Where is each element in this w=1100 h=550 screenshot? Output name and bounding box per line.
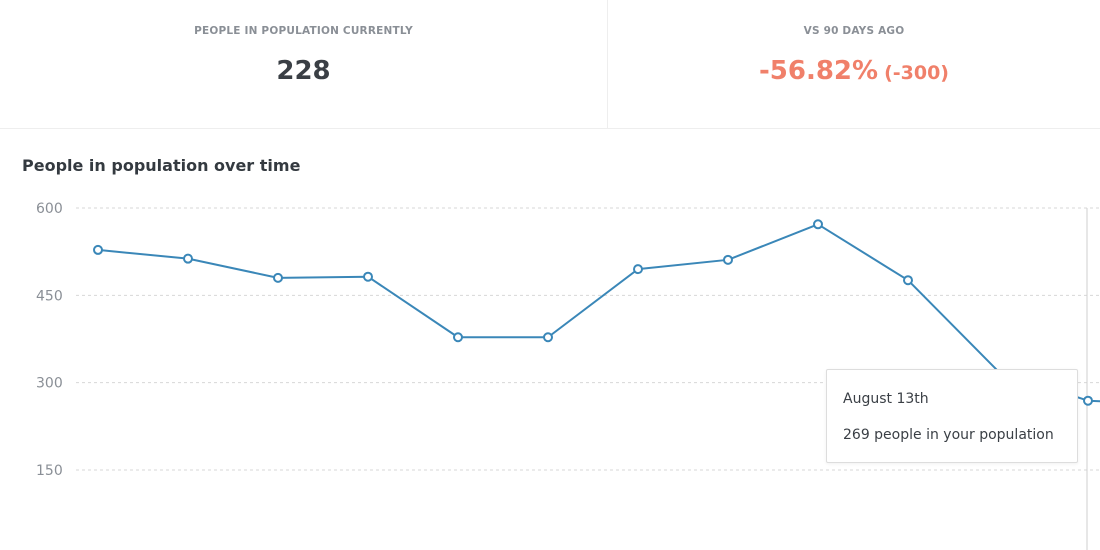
data-point[interactable] [363, 271, 373, 282]
y-tick-label: 600 [36, 201, 63, 217]
stat-change-label: VS 90 DAYS AGO [803, 25, 905, 37]
chart-title: People in population over time [22, 156, 301, 175]
data-point[interactable] [723, 254, 733, 265]
data-point[interactable] [633, 264, 643, 275]
data-point[interactable] [453, 332, 463, 343]
stat-change-delta: (-300) [884, 62, 949, 84]
stat-current-label: PEOPLE IN POPULATION CURRENTLY [194, 25, 413, 37]
tooltip-text: 269 people in your population [843, 427, 1054, 443]
data-point[interactable] [903, 275, 913, 286]
y-tick-label: 450 [36, 288, 63, 304]
data-point[interactable] [1083, 395, 1093, 406]
stat-current-value: 228 [276, 56, 331, 86]
data-point[interactable] [93, 244, 103, 255]
stat-change-percent: -56.82% [758, 56, 879, 86]
tooltip-date: August 13th [843, 391, 929, 407]
data-point[interactable] [543, 332, 553, 343]
data-point[interactable] [183, 253, 193, 264]
y-tick-label: 300 [36, 376, 63, 392]
stat-change-value: -56.82% (-300) [608, 56, 1100, 86]
stats-bar: PEOPLE IN POPULATION CURRENTLY 228 VS 90… [0, 0, 1100, 129]
data-point[interactable] [273, 272, 283, 283]
data-point[interactable] [813, 219, 823, 230]
y-axis-ticks: 150 300 450 600 [36, 201, 63, 479]
stat-current-population: PEOPLE IN POPULATION CURRENTLY 228 [0, 0, 608, 128]
data-points [93, 219, 1093, 406]
chart-tooltip: August 13th 269 people in your populatio… [826, 369, 1078, 463]
y-tick-label: 150 [36, 463, 63, 479]
gridlines [76, 207, 1100, 471]
stat-vs-90-days: VS 90 DAYS AGO -56.82% (-300) [608, 0, 1100, 128]
